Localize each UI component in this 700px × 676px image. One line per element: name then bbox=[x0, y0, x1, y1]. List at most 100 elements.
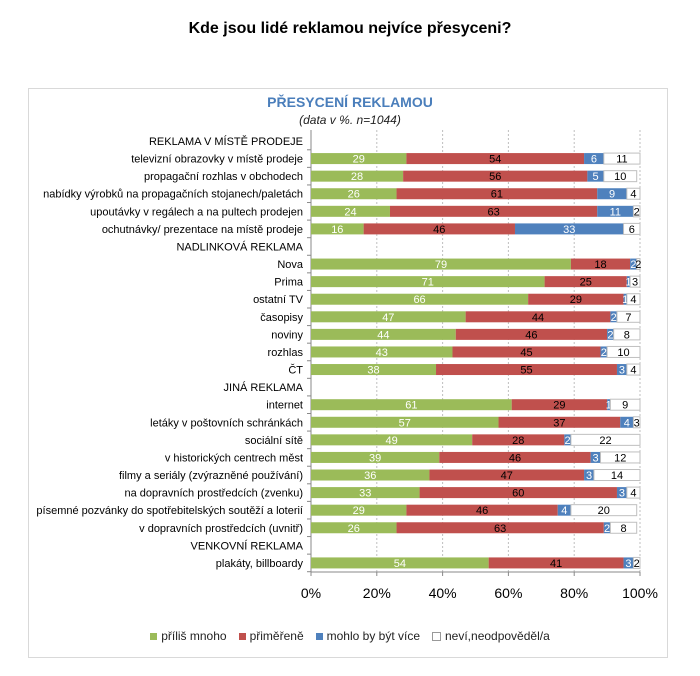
bar-segment-4 bbox=[626, 486, 641, 499]
data-label: 45 bbox=[520, 347, 532, 359]
chart-frame bbox=[28, 88, 668, 658]
bar-segment-3 bbox=[600, 346, 608, 358]
bar-segment-3 bbox=[557, 504, 571, 516]
bar-segment-4 bbox=[570, 504, 638, 517]
bar-segment-3 bbox=[616, 364, 627, 376]
category-label: upoutávky v regálech a na pultech prodej… bbox=[90, 206, 303, 218]
data-label: 7 bbox=[625, 312, 631, 324]
legend-label: mohlo by být více bbox=[326, 629, 420, 643]
data-label: 46 bbox=[509, 452, 521, 464]
bar-segment-2 bbox=[528, 293, 624, 305]
bar-segment-3 bbox=[616, 487, 627, 499]
bar-segment-3 bbox=[587, 170, 604, 182]
bar-segment-4 bbox=[613, 328, 641, 341]
data-label: 29 bbox=[353, 505, 365, 517]
data-label: 4 bbox=[561, 505, 567, 517]
bar-segment-3 bbox=[564, 434, 571, 446]
data-label: 61 bbox=[491, 189, 503, 201]
category-label: filmy a seriály (zvýrazněné používání) bbox=[119, 470, 303, 482]
category-label: rozhlas bbox=[268, 347, 304, 359]
bar-segment-1 bbox=[311, 416, 499, 428]
data-label: 2 bbox=[634, 558, 640, 570]
data-label: 47 bbox=[501, 470, 513, 482]
data-label: 3 bbox=[634, 417, 640, 429]
data-label: 11 bbox=[616, 154, 627, 166]
data-label: 57 bbox=[399, 417, 411, 429]
bar-segment-3 bbox=[597, 205, 634, 217]
data-label: 60 bbox=[512, 488, 524, 500]
category-label: ČT bbox=[288, 364, 303, 377]
data-label: 6 bbox=[591, 154, 597, 166]
data-label: 37 bbox=[553, 417, 565, 429]
category-label: ostatní TV bbox=[253, 294, 304, 306]
bar-segment-3 bbox=[620, 416, 634, 428]
category-label: propagační rozhlas v obchodech bbox=[144, 171, 303, 183]
data-label: 3 bbox=[619, 488, 625, 500]
data-label: 4 bbox=[630, 294, 636, 306]
bar-segment-2 bbox=[363, 223, 515, 235]
data-label: 3 bbox=[625, 558, 631, 570]
category-label: internet bbox=[266, 400, 303, 412]
data-label: 36 bbox=[364, 470, 376, 482]
data-label: 5 bbox=[593, 171, 599, 183]
bar-segment-4 bbox=[603, 170, 638, 183]
data-label: 1 bbox=[625, 277, 631, 289]
bar-segment-4 bbox=[626, 187, 641, 200]
x-tick-label: 20% bbox=[363, 585, 391, 601]
bar-segment-4 bbox=[606, 345, 641, 358]
data-label: 55 bbox=[520, 365, 532, 377]
data-label: 25 bbox=[580, 277, 592, 289]
data-label: 43 bbox=[376, 347, 388, 359]
bar-segment-4 bbox=[623, 222, 641, 235]
legend-item: mohlo by být více bbox=[315, 629, 420, 643]
legend-item: příliš mnoho bbox=[150, 629, 227, 643]
bar-segment-2 bbox=[498, 416, 621, 428]
legend-label: neví,neodpověděl/a bbox=[445, 629, 550, 643]
bar-segment-1 bbox=[311, 487, 420, 499]
data-label: 14 bbox=[611, 470, 623, 482]
bar-segment-2 bbox=[396, 522, 604, 534]
bar-segment-4 bbox=[616, 310, 641, 323]
category-label: ochutnávky/ prezentace na místě prodeje bbox=[102, 224, 303, 236]
data-label: 22 bbox=[599, 435, 611, 447]
legend-swatch bbox=[150, 632, 158, 640]
data-label: 1 bbox=[606, 400, 612, 412]
category-header: NADLINKOVÁ REKLAMA bbox=[176, 240, 303, 253]
bar-segment-4 bbox=[626, 363, 641, 376]
bar-segment-3 bbox=[603, 522, 611, 534]
data-label: 8 bbox=[624, 329, 630, 341]
bar-segment-2 bbox=[389, 205, 598, 217]
category-label: na dopravních prostředcích (zvenku) bbox=[124, 488, 303, 500]
bar-segment-3 bbox=[607, 399, 611, 411]
category-label: v historických centrech měst bbox=[165, 452, 303, 464]
data-label: 56 bbox=[489, 171, 501, 183]
bar-segment-4 bbox=[593, 469, 641, 482]
bar-segment-2 bbox=[452, 346, 601, 358]
data-label: 12 bbox=[614, 452, 626, 464]
bar-segment-1 bbox=[311, 188, 397, 200]
category-label: nabídky výrobků na propagačních stojanec… bbox=[43, 189, 303, 201]
bar-segment-3 bbox=[597, 188, 627, 200]
bar-segment-3 bbox=[626, 276, 631, 288]
bar-segment-1 bbox=[311, 170, 404, 182]
bar-segment-2 bbox=[455, 328, 608, 340]
data-label: 63 bbox=[487, 206, 499, 218]
data-label: 79 bbox=[435, 259, 447, 271]
bar-segment-4 bbox=[609, 521, 638, 534]
bar-segment-2 bbox=[439, 451, 591, 463]
bar-segment-3 bbox=[584, 469, 594, 481]
legend-swatch bbox=[238, 632, 246, 640]
bar-segment-4 bbox=[632, 205, 641, 218]
bar-segment-4 bbox=[629, 275, 641, 288]
data-label: 44 bbox=[377, 329, 389, 341]
bar-segment-1 bbox=[311, 276, 545, 288]
data-label: 1 bbox=[622, 294, 628, 306]
data-label: 3 bbox=[593, 452, 599, 464]
legend-swatch bbox=[315, 632, 323, 640]
bar-segment-2 bbox=[544, 276, 627, 288]
x-tick-label: 100% bbox=[622, 585, 658, 601]
data-label: 4 bbox=[624, 417, 630, 429]
bar-segment-2 bbox=[465, 311, 611, 323]
